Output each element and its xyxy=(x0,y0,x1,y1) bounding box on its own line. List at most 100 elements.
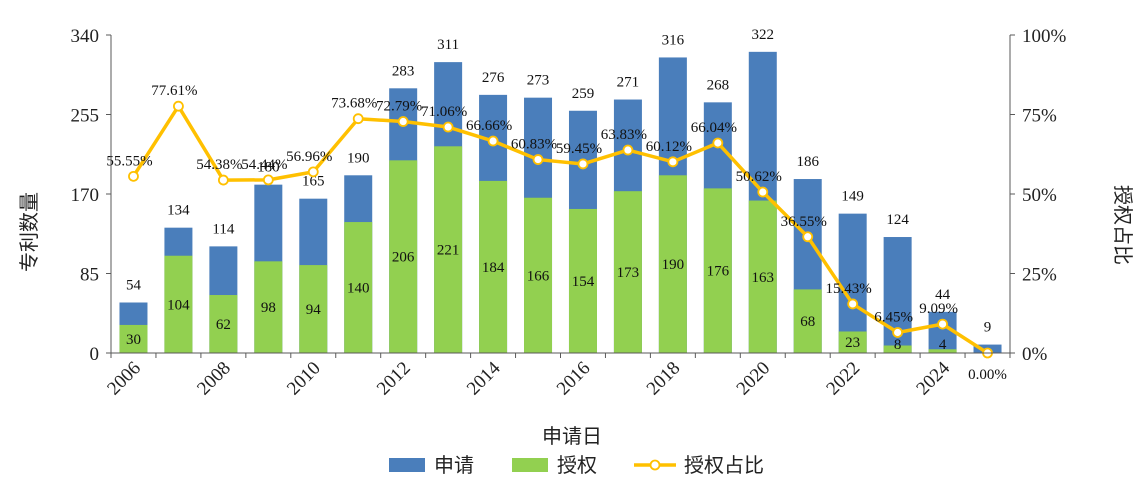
bar-grant-2019 xyxy=(703,188,732,353)
x-tick-label-2010: 2010 xyxy=(283,358,325,400)
ratio-point-2013 xyxy=(442,121,454,133)
ratio-point-2019 xyxy=(712,137,724,149)
ratio-label-2015: 60.83% xyxy=(511,137,557,153)
label-apply-2007: 134 xyxy=(167,203,190,219)
label-apply-2017: 271 xyxy=(617,75,640,91)
label-apply-2019: 268 xyxy=(707,77,730,93)
ratio-label-2009: 54.44% xyxy=(241,157,287,173)
label-grant-2015: 166 xyxy=(527,268,550,284)
bar-grant-2021 xyxy=(793,289,822,353)
x-tick-label-2018: 2018 xyxy=(643,358,685,400)
label-grant-2016: 154 xyxy=(572,274,595,290)
ratio-point-2018 xyxy=(667,156,679,168)
legend-label-ratio: 授权占比 xyxy=(684,453,764,477)
label-grant-2017: 173 xyxy=(617,265,640,281)
ratio-point-2023 xyxy=(892,327,904,338)
label-grant-2019: 176 xyxy=(707,264,730,280)
ratio-point-2012 xyxy=(397,116,409,127)
label-apply-2009: 180 xyxy=(257,160,280,176)
ratio-label-2010: 56.96% xyxy=(286,149,332,165)
ratio-point-2017 xyxy=(622,144,634,156)
x-tick-label-2020: 2020 xyxy=(733,358,775,400)
y-tick-label: 170 xyxy=(71,185,100,206)
y-tick-label: 255 xyxy=(71,106,100,127)
ratio-label-2018: 60.12% xyxy=(646,139,692,155)
x-tick-label-2022: 2022 xyxy=(822,358,864,400)
ratio-label-2016: 59.45% xyxy=(556,141,602,157)
ratio-point-2024 xyxy=(937,318,948,330)
bar-grant-2010 xyxy=(299,265,328,353)
label-grant-2007: 104 xyxy=(167,297,190,313)
bar-grant-2022 xyxy=(838,331,867,353)
label-grant-2006: 30 xyxy=(126,332,141,348)
label-grant-2013: 221 xyxy=(437,243,460,259)
ratio-label-2007: 77.61% xyxy=(151,83,197,99)
x-tick-label-2016: 2016 xyxy=(553,358,595,400)
bar-grant-2011 xyxy=(344,222,373,353)
ratio-point-2015 xyxy=(532,154,544,165)
label-grant-2011: 140 xyxy=(347,281,370,297)
y2-axis-title: 授权占比 xyxy=(1111,185,1135,265)
label-apply-2006: 54 xyxy=(126,277,142,293)
y-tick-label: 340 xyxy=(71,26,100,47)
label-apply-2015: 273 xyxy=(527,73,550,89)
ratio-point-2016 xyxy=(577,158,589,170)
y-tick-label: 85 xyxy=(80,265,99,286)
ratio-label-2019: 66.04% xyxy=(691,120,737,136)
label-grant-2014: 184 xyxy=(482,260,505,276)
bar-grant-2013 xyxy=(434,146,463,353)
label-grant-2022: 23 xyxy=(845,335,860,351)
ratio-point-2011 xyxy=(352,113,364,125)
x-tick-label-2012: 2012 xyxy=(373,358,415,400)
ratio-label-2011: 73.68% xyxy=(331,96,377,112)
y-tick-label: 0 xyxy=(90,344,100,365)
x-tick-label-2014: 2014 xyxy=(463,357,505,399)
label-apply-2016: 259 xyxy=(572,86,595,102)
legend-swatch-apply xyxy=(389,458,425,472)
label-apply-2022: 149 xyxy=(841,189,864,205)
ratio-label-2017: 63.83% xyxy=(601,127,647,143)
legend-marker-ratio xyxy=(649,459,661,471)
legend-swatch-grant xyxy=(512,458,548,472)
label-grant-2021: 68 xyxy=(800,314,815,330)
bar-grant-2024 xyxy=(928,349,957,353)
label-apply-2013: 311 xyxy=(437,37,459,53)
bar-grant-2017 xyxy=(613,191,642,353)
bar-grant-2006 xyxy=(119,324,148,353)
ratio-point-2009 xyxy=(262,174,274,186)
y2-tick-label: 50% xyxy=(1022,185,1057,206)
label-apply-2021: 186 xyxy=(796,154,819,170)
label-grant-2020: 163 xyxy=(752,270,775,286)
legend-label-apply: 申请 xyxy=(434,453,474,477)
ratio-label-2014: 66.66% xyxy=(466,118,512,134)
bar-grant-2015 xyxy=(524,197,553,353)
ratio-point-2008 xyxy=(217,174,229,186)
bars-layer xyxy=(119,51,1002,354)
label-grant-2008: 62 xyxy=(216,317,231,333)
ratio-point-2010 xyxy=(307,166,319,178)
label-apply-2020: 322 xyxy=(752,27,775,43)
legend-label-grant: 授权 xyxy=(557,453,597,477)
bar-grant-2009 xyxy=(254,261,283,353)
ratio-label-2024: 9.09% xyxy=(919,301,958,317)
y-axis-title: 专利数量 xyxy=(17,192,41,272)
ratio-line xyxy=(132,104,989,355)
y2-tick-label: 100% xyxy=(1022,26,1067,47)
label-grant-2012: 206 xyxy=(392,250,415,266)
label-apply-2011: 190 xyxy=(347,150,370,166)
label-apply-2010: 165 xyxy=(302,174,325,190)
label-grant-2018: 190 xyxy=(662,257,685,273)
label-apply-2014: 276 xyxy=(482,70,505,86)
bar-apply-2022 xyxy=(838,213,867,353)
label-apply-2023: 124 xyxy=(886,212,909,228)
bar-grant-2007 xyxy=(164,255,193,353)
y2-tick-label: 25% xyxy=(1022,265,1057,286)
label-grant-2010: 94 xyxy=(306,302,322,318)
ratio-point-2014 xyxy=(487,135,499,147)
label-apply-2024: 44 xyxy=(935,287,951,303)
y2-tick-label: 0% xyxy=(1022,344,1048,365)
legend: 申请 授权 授权占比 xyxy=(389,453,764,477)
label-apply-2012: 283 xyxy=(392,63,415,79)
x-tick-label-2006: 2006 xyxy=(103,358,145,400)
